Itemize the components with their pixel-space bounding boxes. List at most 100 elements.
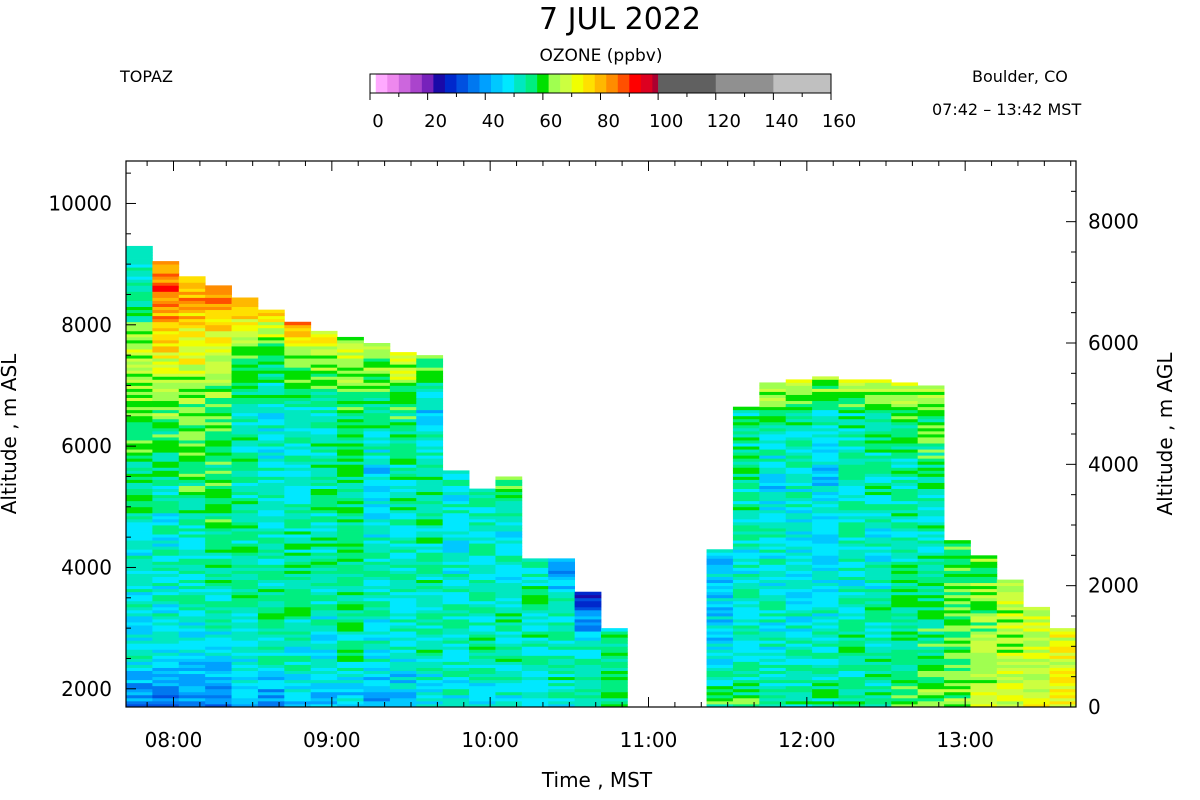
ozone-cell: [785, 670, 813, 675]
ozone-cell: [521, 634, 549, 638]
ozone-cell: [231, 409, 259, 414]
ozone-cell: [469, 646, 496, 650]
ozone-cell: [759, 682, 787, 687]
ozone-cell: [521, 591, 549, 596]
ozone-cell: [917, 455, 945, 459]
ozone-cell: [205, 703, 232, 708]
ozone-cell: [257, 434, 285, 438]
ozone-cell: [838, 609, 866, 614]
ozone-cell: [152, 455, 180, 459]
ozone-cell: [944, 567, 971, 571]
ozone-cell: [838, 576, 866, 580]
ozone-cell: [1049, 634, 1077, 638]
ozone-cell: [759, 625, 787, 629]
ozone-cell: [469, 531, 496, 535]
ozone-cell: [284, 343, 312, 347]
ozone-cell: [864, 676, 892, 681]
ozone-cell: [812, 555, 839, 559]
ozone-cell: [785, 521, 813, 526]
ozone-cell: [416, 679, 444, 684]
ozone-profile: [574, 591, 602, 708]
ozone-cell: [205, 643, 232, 647]
ozone-cell: [838, 415, 866, 420]
ozone-cell: [205, 558, 232, 562]
ozone-cell: [416, 688, 444, 693]
ozone-cell: [812, 649, 839, 653]
ozone-cell: [337, 667, 364, 671]
ozone-cell: [891, 631, 919, 635]
ozone-cell: [126, 479, 153, 483]
ozone-cell: [231, 494, 259, 499]
ozone-cell: [152, 521, 180, 526]
ozone-cell: [495, 573, 523, 577]
ozone-cell: [284, 612, 312, 617]
ozone-cell: [574, 609, 602, 614]
ozone-cell: [838, 397, 866, 402]
ozone-cell: [891, 673, 919, 678]
ozone-cell: [310, 427, 338, 432]
ozone-cell: [337, 403, 364, 408]
ozone-cell: [363, 476, 391, 480]
ozone-cell: [970, 606, 998, 611]
ozone-cell: [284, 367, 312, 371]
ozone-cell: [891, 488, 919, 493]
ozone-cell: [416, 382, 444, 386]
ozone-cell: [601, 682, 628, 687]
ozone-profile: [442, 470, 470, 708]
ozone-cell: [838, 634, 866, 638]
ozone-cell: [389, 370, 417, 374]
ozone-cell: [152, 564, 180, 568]
ozone-cell: [205, 594, 232, 599]
ozone-cell: [284, 673, 312, 678]
ozone-cell: [337, 406, 364, 411]
ozone-cell: [759, 543, 787, 547]
ozone-cell: [310, 670, 338, 675]
ozone-cell: [126, 694, 153, 699]
ozone-cell: [126, 697, 153, 702]
ozone-cell: [970, 691, 998, 696]
ozone-cell: [152, 697, 180, 702]
ozone-cell: [178, 397, 206, 402]
ozone-cell: [548, 664, 576, 668]
ozone-cell: [231, 339, 259, 344]
ozone-cell: [205, 676, 232, 681]
ozone-cell: [495, 600, 523, 605]
ozone-cell: [706, 585, 734, 590]
ozone-cell: [548, 703, 576, 708]
ozone-cell: [205, 461, 232, 465]
ozone-cell: [257, 518, 285, 523]
ozone-cell: [812, 591, 839, 596]
ozone-cell: [231, 382, 259, 386]
ozone-cell: [785, 606, 813, 611]
ozone-cell: [152, 309, 180, 314]
ozone-cell: [944, 591, 971, 596]
ozone-cell: [996, 591, 1024, 596]
ozone-cell: [864, 506, 892, 511]
ozone-cell: [178, 540, 206, 544]
ozone-cell: [495, 564, 523, 568]
ozone-cell: [469, 573, 496, 577]
ozone-cell: [231, 655, 259, 659]
ozone-cell: [178, 361, 206, 365]
ozone-cell: [284, 616, 312, 620]
ozone-cell: [759, 515, 787, 520]
ozone-cell: [785, 382, 813, 386]
ozone-cell: [152, 397, 180, 402]
ozone-cell: [917, 485, 945, 489]
ozone-cell: [310, 655, 338, 659]
ozone-cell: [310, 330, 338, 335]
ozone-cell: [864, 382, 892, 386]
ozone-cell: [917, 567, 945, 571]
ozone-cell: [996, 667, 1024, 671]
ozone-cell: [310, 676, 338, 681]
ozone-cell: [205, 306, 232, 311]
ozone-cell: [891, 561, 919, 565]
ozone-cell: [944, 540, 971, 544]
ozone-cell: [759, 540, 787, 544]
ozone-cell: [996, 682, 1024, 687]
ozone-cell: [891, 434, 919, 438]
ozone-cell: [574, 700, 602, 705]
ozone-cell: [495, 685, 523, 690]
ozone-cell: [152, 637, 180, 641]
ozone-cell: [363, 619, 391, 623]
